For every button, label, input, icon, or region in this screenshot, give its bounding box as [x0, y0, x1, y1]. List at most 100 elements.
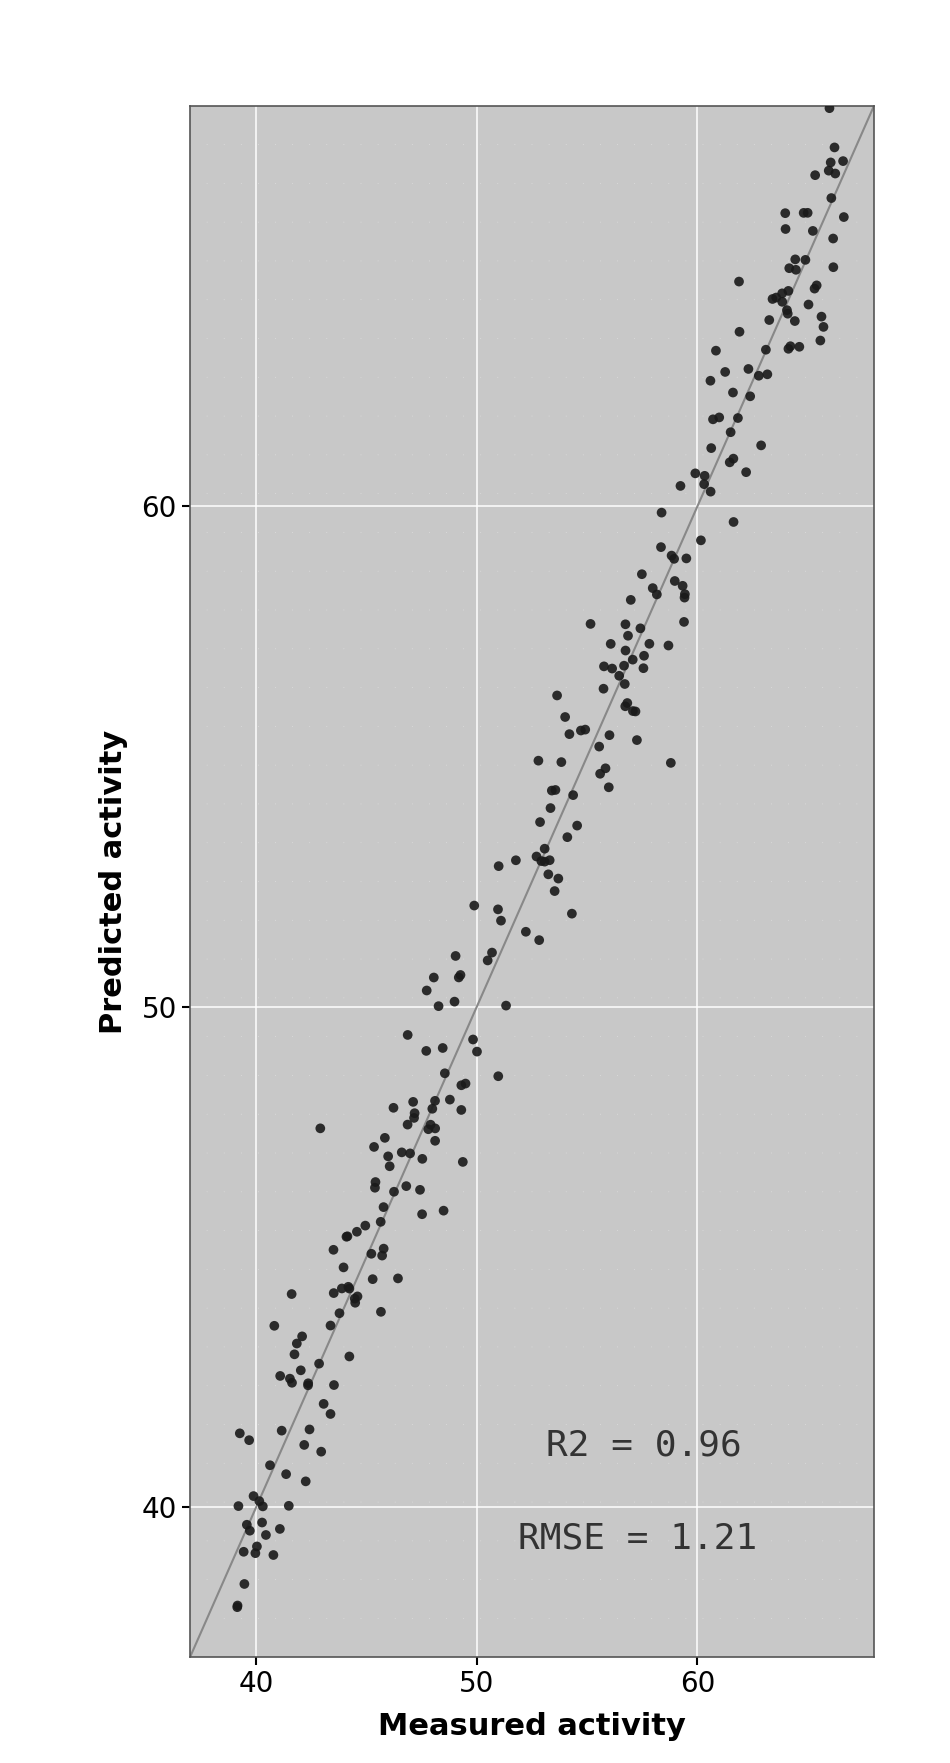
- Point: [370, 1139, 386, 1167]
- Point: [353, 1566, 369, 1594]
- Point: [798, 1100, 813, 1128]
- Point: [610, 635, 625, 663]
- Point: [268, 324, 283, 353]
- Point: [559, 247, 574, 275]
- Point: [597, 652, 612, 681]
- Point: [593, 712, 608, 740]
- Point: [456, 1333, 471, 1361]
- Point: [559, 1216, 574, 1245]
- Point: [764, 480, 779, 508]
- Point: [182, 1216, 198, 1245]
- Point: [182, 363, 198, 391]
- Point: [832, 790, 847, 818]
- Point: [268, 363, 283, 391]
- Point: [798, 441, 813, 469]
- Point: [813, 326, 828, 354]
- Point: [610, 518, 625, 547]
- Point: [832, 1023, 847, 1051]
- Point: [832, 906, 847, 934]
- Point: [439, 208, 454, 236]
- Point: [388, 1527, 403, 1555]
- Point: [542, 945, 557, 973]
- Point: [524, 1255, 540, 1283]
- Point: [490, 557, 505, 585]
- Point: [781, 1410, 796, 1439]
- Point: [234, 480, 249, 508]
- Point: [370, 1410, 386, 1439]
- Point: [302, 53, 317, 81]
- Point: [319, 286, 334, 314]
- Point: [422, 1566, 437, 1594]
- Point: [627, 324, 642, 353]
- Point: [405, 1255, 420, 1283]
- Point: [437, 1060, 452, 1088]
- Point: [234, 1061, 249, 1090]
- Point: [576, 867, 591, 896]
- Point: [374, 1241, 390, 1269]
- Point: [323, 1400, 338, 1428]
- Point: [593, 829, 608, 857]
- Point: [370, 247, 386, 275]
- Point: [849, 286, 865, 314]
- Point: [695, 1178, 711, 1206]
- Point: [350, 1218, 365, 1246]
- Point: [353, 324, 369, 353]
- Point: [610, 1178, 625, 1206]
- Point: [627, 518, 642, 547]
- Point: [695, 984, 711, 1012]
- Point: [388, 1061, 403, 1090]
- Point: [730, 829, 745, 857]
- Point: [405, 945, 420, 973]
- Point: [559, 1410, 574, 1439]
- Point: [747, 1100, 762, 1128]
- Point: [576, 1294, 591, 1322]
- Point: [781, 518, 796, 547]
- Point: [849, 169, 865, 197]
- Point: [319, 169, 334, 197]
- Point: [422, 1139, 437, 1167]
- Point: [849, 1372, 865, 1400]
- Point: [565, 781, 580, 809]
- Point: [764, 53, 779, 81]
- Point: [758, 335, 773, 363]
- Point: [636, 642, 652, 670]
- Point: [610, 92, 625, 120]
- Point: [234, 1527, 249, 1555]
- Point: [268, 906, 283, 934]
- Point: [678, 480, 694, 508]
- Point: [610, 1372, 625, 1400]
- Point: [644, 518, 659, 547]
- Point: [268, 402, 283, 430]
- Point: [849, 906, 865, 934]
- Point: [636, 654, 651, 682]
- Point: [319, 208, 334, 236]
- Point: [353, 1410, 369, 1439]
- Point: [473, 247, 488, 275]
- Point: [610, 1604, 625, 1633]
- Point: [456, 751, 471, 779]
- Point: [542, 130, 557, 159]
- Point: [439, 441, 454, 469]
- Point: [251, 945, 266, 973]
- Point: [377, 1123, 392, 1151]
- Point: [661, 557, 676, 585]
- Point: [336, 1527, 351, 1555]
- Point: [422, 751, 437, 779]
- Point: [493, 906, 508, 934]
- Point: [866, 1139, 882, 1167]
- Point: [353, 92, 369, 120]
- Point: [268, 1566, 283, 1594]
- Point: [428, 1114, 443, 1142]
- Point: [217, 906, 232, 934]
- Point: [821, 157, 836, 185]
- Point: [435, 1033, 450, 1061]
- Point: [524, 363, 540, 391]
- Point: [764, 1100, 779, 1128]
- Point: [644, 1527, 659, 1555]
- Point: [712, 53, 728, 81]
- Point: [730, 1410, 745, 1439]
- Point: [200, 712, 215, 740]
- Point: [365, 1266, 380, 1294]
- Point: [849, 1023, 865, 1051]
- Point: [576, 92, 591, 120]
